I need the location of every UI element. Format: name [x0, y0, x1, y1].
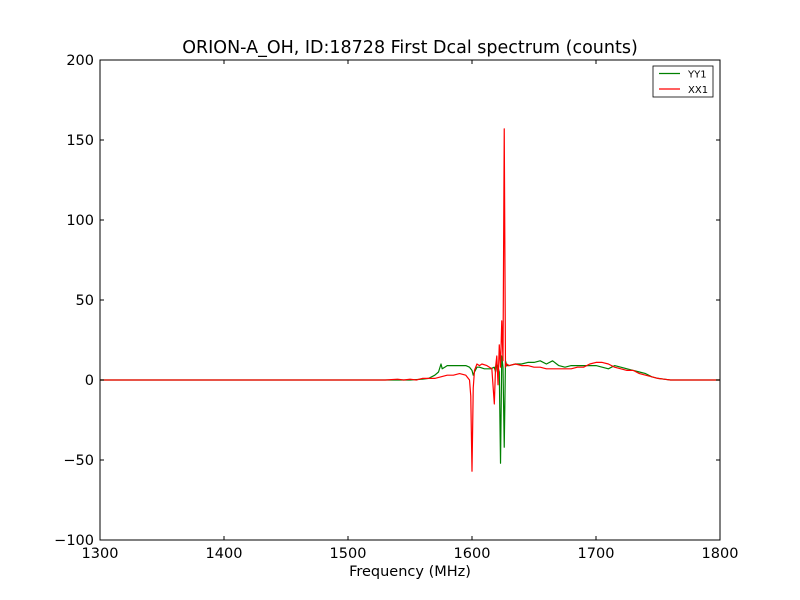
legend-box	[652, 65, 714, 98]
y-tick-label: 50	[76, 293, 94, 309]
x-tick-label: 1800	[702, 546, 739, 562]
y-tick-label: 200	[66, 53, 94, 69]
x-axis-label: Frequency (MHz)	[349, 564, 471, 580]
legend-label-yy1: YY1	[687, 70, 707, 81]
plot-lines	[100, 128, 720, 472]
x-tick-label: 1700	[578, 546, 615, 562]
x-tick-label: 1300	[82, 546, 119, 562]
y-tick-label: 0	[85, 373, 94, 389]
y-tick-label: −100	[54, 533, 94, 549]
legend-label-xx1: XX1	[688, 85, 708, 96]
y-tick-label: 100	[66, 213, 94, 229]
y-axis: −100 −50 0 50 100 150 200	[54, 53, 720, 549]
x-axis: 1300 1400 1500 1600 1700 1800	[82, 60, 739, 562]
series-line-yy1	[100, 355, 720, 464]
legend: YY1 XX1	[652, 65, 714, 98]
y-tick-label: −50	[63, 453, 94, 469]
x-tick-label: 1400	[206, 546, 243, 562]
x-tick-label: 1500	[330, 546, 367, 562]
y-tick-label: 150	[66, 133, 94, 149]
chart-title: ORION-A_OH, ID:18728 First Dcal spectrum…	[182, 38, 638, 58]
series-line-xx1	[100, 128, 720, 472]
x-tick-label: 1600	[454, 546, 491, 562]
